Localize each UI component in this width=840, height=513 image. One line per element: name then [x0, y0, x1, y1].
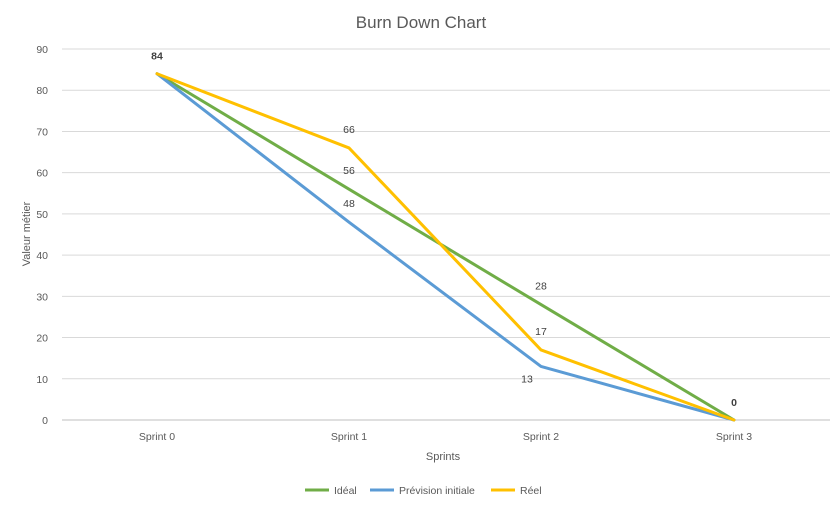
x-axis-ticks: Sprint 0 Sprint 1 Sprint 2 Sprint 3	[139, 431, 752, 443]
data-label: 13	[521, 373, 533, 385]
x-tick-label: Sprint 2	[523, 431, 559, 443]
x-tick-label: Sprint 1	[331, 431, 367, 443]
data-label: 84	[151, 51, 163, 63]
series-lines	[155, 72, 736, 422]
y-tick-label: 0	[42, 415, 48, 427]
x-tick-label: Sprint 3	[716, 431, 752, 443]
gridlines	[62, 48, 830, 421]
y-tick-label: 80	[36, 85, 48, 97]
legend-label: Réel	[520, 485, 542, 497]
y-tick-label: 10	[36, 374, 48, 386]
data-label: 0	[731, 397, 737, 409]
series-line	[155, 72, 736, 422]
x-axis-title: Sprints	[426, 451, 461, 463]
y-tick-label: 90	[36, 44, 48, 56]
data-label: 66	[343, 124, 355, 136]
legend: Idéal Prévision initiale Réel	[305, 485, 542, 497]
chart-title: Burn Down Chart	[356, 13, 487, 32]
data-label: 56	[343, 165, 355, 177]
data-label: 17	[535, 326, 547, 338]
data-label: 48	[343, 198, 355, 210]
y-tick-label: 20	[36, 333, 48, 345]
legend-label: Prévision initiale	[399, 485, 475, 497]
y-axis-title: Valeur métier	[21, 201, 33, 266]
data-label: 28	[535, 281, 547, 293]
data-labels: 84 66 56 48 28 17 13 0	[151, 51, 737, 409]
y-tick-label: 60	[36, 168, 48, 180]
y-tick-label: 70	[36, 126, 48, 138]
y-axis-ticks: 0 10 20 30 40 50 60 70 80 90	[36, 44, 48, 427]
y-tick-label: 50	[36, 209, 48, 221]
series-line	[155, 72, 736, 422]
series-line	[155, 72, 736, 422]
legend-label: Idéal	[334, 485, 357, 497]
y-tick-label: 30	[36, 291, 48, 303]
y-tick-label: 40	[36, 250, 48, 262]
x-tick-label: Sprint 0	[139, 431, 175, 443]
